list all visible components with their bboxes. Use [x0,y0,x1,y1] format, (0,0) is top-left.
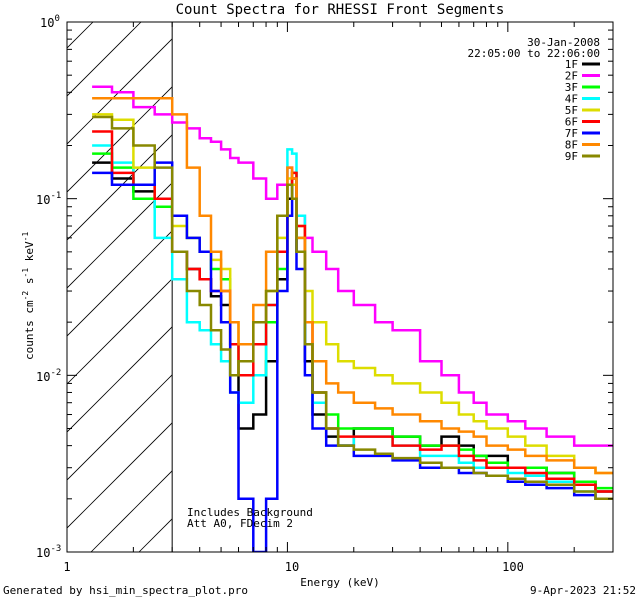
legend-label-7F: 7F [565,127,578,140]
series-line-7F [92,161,613,552]
legend-label-4F: 4F [565,93,578,106]
series-layer [92,85,613,552]
date-label: 30-Jan-2008 [527,36,600,49]
hatch-line [67,38,173,145]
time-range-label: 22:05:00 to 22:06:00 [468,47,600,60]
y-tick-label: 10-3 [36,544,61,560]
hatch-line [67,86,173,193]
hatch-line [67,278,173,385]
legend-label-1F: 1F [565,58,578,71]
legend-label-9F: 9F [565,150,578,163]
axis-ticks [66,22,614,553]
hatch-line [235,22,640,552]
y-tick-label: 10-2 [36,368,61,384]
legend-label-3F: 3F [565,81,578,94]
chart-title: Count Spectra for RHESSI Front Segments [176,2,505,18]
timestamp: 9-Apr-2023 21:52 [530,584,636,597]
hatch-line [67,422,173,529]
series-line-6F [92,130,613,493]
plot-frame [66,21,614,553]
hatch-line [67,134,173,241]
hatch-line [67,230,173,337]
series-line-9F [92,115,613,501]
legend-label-6F: 6F [565,116,578,129]
legend-label-2F: 2F [565,70,578,83]
x-tick-label: 1 [63,560,70,574]
legend-label-5F: 5F [565,104,578,117]
hatch-line [67,22,142,97]
hatch-line [67,374,173,481]
x-tick-label: 10 [285,560,299,574]
y-axis-label: counts cm-2 s-1 keV-1 [21,232,36,360]
generated-by: Generated by hsi_min_spectra_plot.pro [3,584,249,597]
config-note: Att A0, FDecim 2 [187,517,293,530]
x-axis-label: Energy (keV) [300,576,379,589]
hatch-line [67,182,173,289]
y-tick-label: 100 [40,14,60,30]
hatch-line [619,22,640,552]
x-tick-label: 100 [502,560,524,574]
series-line-8F [92,97,613,475]
background-note: Includes Background [187,506,313,519]
hatch-line [67,22,94,49]
legend-label-8F: 8F [565,139,578,152]
y-tick-label: 10-1 [36,191,61,207]
